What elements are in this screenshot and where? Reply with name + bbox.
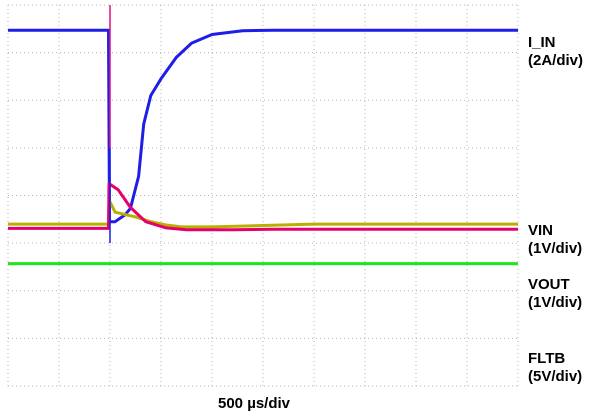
- vout-scale-label: (1V/div): [528, 294, 583, 311]
- vout-trace: [8, 182, 518, 232]
- vin-label: VIN: [528, 222, 554, 239]
- i-in-label: I_IN: [528, 34, 556, 51]
- vin-scale-label: (1V/div): [528, 240, 583, 257]
- i-in-scale-label: (2A/div): [528, 52, 584, 69]
- fltb-scale-label: (5V/div): [528, 368, 583, 385]
- fltb-label: FLTB: [528, 350, 566, 367]
- i-in-trace: [8, 28, 518, 224]
- grid: [7, 4, 519, 387]
- time-scale-label: 500 µs/div: [218, 395, 291, 412]
- traces: [8, 5, 518, 266]
- vout-label: VOUT: [528, 276, 570, 293]
